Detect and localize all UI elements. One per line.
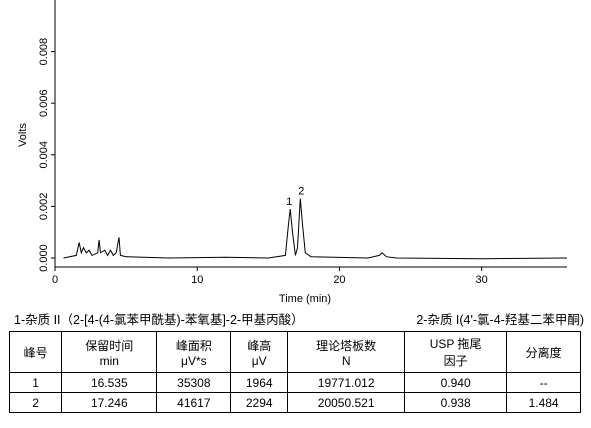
- cell: 20050.521: [287, 392, 406, 413]
- caption-line: 1-杂质 II（2-[4-(4-氯苯甲酰基)-苯氧基]-2-甲基丙酸）: [14, 313, 304, 327]
- cell: --: [506, 372, 581, 393]
- cell: 16.535: [61, 372, 158, 393]
- header-cell: 保留时间 min: [61, 331, 158, 373]
- header-text: 峰高: [247, 338, 272, 353]
- cell: 41617: [156, 392, 232, 413]
- caption: 1-杂质 II（2-[4-(4-氯苯甲酰基)-苯氧基]-2-甲基丙酸） 2-杂质…: [14, 309, 584, 328]
- cell: 2294: [230, 392, 289, 413]
- y-axis-label: Volts: [17, 123, 29, 147]
- y-tick-label: 0.000: [38, 244, 50, 272]
- y-tick-label: 0.004: [38, 141, 50, 169]
- y-tick-label: 0.008: [38, 38, 50, 66]
- data-row: 1 16.535 35308 1964 19771.012 0.940 --: [8, 372, 581, 393]
- peak-label: 2: [298, 186, 304, 198]
- caption-line: 2-杂质 I(4'-氯-4-羟基二苯甲酮): [416, 313, 584, 327]
- header-text: min: [99, 353, 119, 368]
- header-text: 保留时间: [85, 338, 134, 353]
- header-text: N: [341, 353, 351, 368]
- cell: 1.484: [506, 392, 581, 413]
- x-tick-label: 30: [476, 274, 488, 286]
- cell: 2: [8, 392, 63, 413]
- header-cell: 分离度: [506, 331, 581, 373]
- cell: 1964: [230, 372, 289, 393]
- cell: 35308: [156, 372, 232, 393]
- header-row: 峰号 保留时间 min 峰面积 μV*s 峰高 μV 理论塔板数 N USP 拖尾 因子 分离度: [8, 331, 581, 373]
- peak-label: 1: [286, 196, 292, 208]
- data-row: 2 17.246 41617 2294 20050.521 0.938 1.484: [8, 392, 581, 413]
- cell: 0.940: [404, 372, 508, 393]
- header-text: 峰号: [23, 345, 48, 360]
- header-cell: 峰面积 μV*s: [156, 331, 232, 373]
- header-text: 峰面积: [175, 338, 212, 353]
- header-text: USP 拖尾: [429, 337, 482, 351]
- x-axis-label: Time (min): [279, 293, 331, 305]
- cell: 1: [8, 372, 63, 393]
- x-tick-label: 10: [191, 274, 203, 286]
- trace: [63, 198, 568, 260]
- y-tick-label: 0.006: [38, 89, 50, 117]
- chart: Time (min) Volts 0.000 0.002 0.004 0.006 0.0…: [17, 0, 568, 305]
- header-cell: 峰高 μV: [230, 331, 289, 373]
- cell: 17.246: [61, 392, 158, 413]
- header-text: μV*s: [181, 353, 207, 368]
- header-text: 理论塔板数: [316, 338, 377, 353]
- x-tick-label: 0: [52, 274, 58, 286]
- header-cell: USP 拖尾 因子: [404, 331, 508, 373]
- header-text: 分离度: [525, 345, 562, 360]
- cell: 19771.012: [287, 372, 406, 393]
- header-cell: 理论塔板数 N: [287, 331, 406, 373]
- header-text: μV: [251, 353, 267, 368]
- y-tick-label: 0.002: [38, 193, 50, 221]
- cell: 0.938: [404, 392, 508, 413]
- results-table: 峰号 保留时间 min 峰面积 μV*s 峰高 μV 理论塔板数 N USP 拖尾 因子 分离度 1 16…: [8, 331, 581, 413]
- header-text: 因子: [443, 354, 468, 368]
- x-tick-label: 20: [333, 274, 345, 286]
- header-cell: 峰号: [8, 331, 63, 373]
